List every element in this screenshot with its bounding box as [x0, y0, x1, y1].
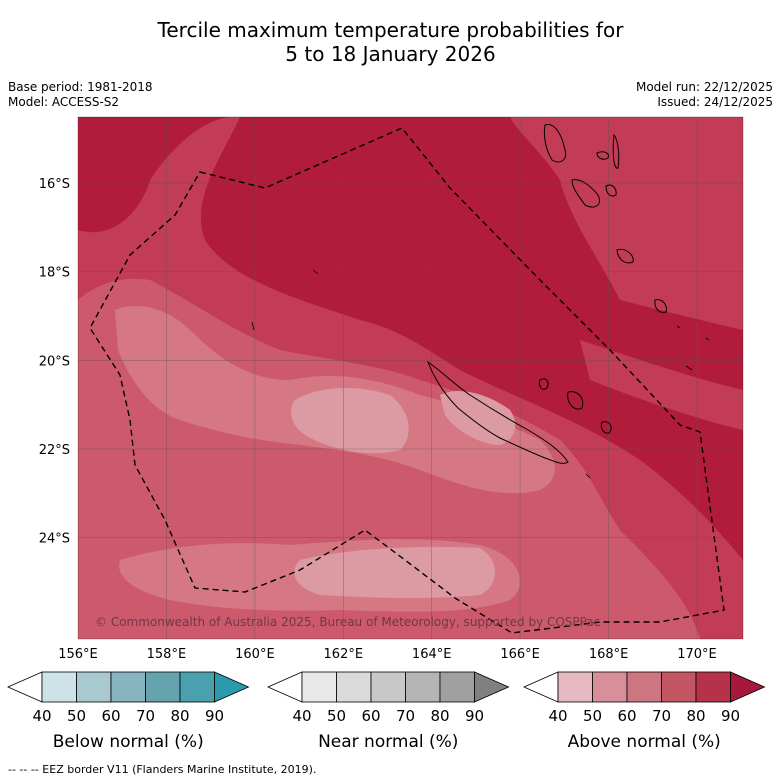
page-title: Tercile maximum temperature probabilitie… [0, 18, 781, 66]
colorbar-title: Near normal (%) [318, 732, 458, 752]
base-period: Base period: 1981-2018 [8, 80, 153, 94]
prob-field-70-e [580, 340, 743, 430]
colorbar-cell [626, 671, 662, 703]
colorbar-cell [145, 671, 181, 703]
model-run: Model run: 22/12/2025 [635, 80, 773, 94]
colorbar-cell [179, 671, 215, 703]
colorbar-title: Above normal (%) [568, 732, 721, 752]
colorbar-tick-label: 70 [396, 707, 415, 725]
map-panel: © Commonwealth of Australia 2025, Bureau… [78, 117, 743, 639]
lat-tick-16: 16°S [39, 177, 70, 192]
lon-tick-160: 160°E [235, 647, 275, 662]
colorbar-extend-high [730, 671, 766, 703]
eez-footer-note: -- -- -- EEZ border V11 (Flanders Marine… [8, 763, 317, 776]
lon-tick-166: 166°E [500, 647, 540, 662]
colorbar-cell [41, 671, 77, 703]
map-frame [77, 116, 744, 640]
lon-tick-labels: 156°E 158°E 160°E 162°E 164°E 166°E 168°… [58, 647, 717, 662]
prob-field-40-ne [440, 390, 516, 445]
colorbar-cell [405, 671, 441, 703]
colorbar-tick-label: 90 [465, 707, 484, 725]
colorbar-tick-label: 40 [292, 707, 311, 725]
prob-field-70-ne [510, 117, 743, 330]
title-line-1: Tercile maximum temperature probabilitie… [157, 18, 624, 42]
lat-tick-18: 18°S [39, 266, 70, 281]
colorbar-extend-high [214, 671, 250, 703]
colorbar-tick-label: 40 [548, 707, 567, 725]
small-islets [251, 269, 710, 479]
lon-tick-168: 168°E [589, 647, 629, 662]
title-line-2: 5 to 18 January 2026 [285, 42, 496, 66]
colorbar-title: Below normal (%) [53, 732, 204, 752]
loyalty-islands [539, 378, 612, 434]
colorbar-tick-label: 40 [32, 707, 51, 725]
colorbar-tick-label: 50 [583, 707, 602, 725]
lat-tick-24: 24°S [39, 532, 70, 547]
new-caledonia-island [426, 360, 569, 464]
lon-tick-162: 162°E [324, 647, 364, 662]
gridlines [78, 117, 743, 639]
colorbar-tick-label: 70 [136, 707, 155, 725]
colorbar-cell [439, 671, 475, 703]
colorbar-cell [661, 671, 697, 703]
vanuatu-islands [543, 124, 667, 313]
colorbar-cell [592, 671, 628, 703]
colorbar-cell [695, 671, 731, 703]
colorbar-near: 40 50 60 70 80 90 Near normal (%) [267, 671, 510, 752]
copyright-text: © Commonwealth of Australia 2025, Bureau… [95, 615, 600, 629]
colorbar-extend-high [474, 671, 510, 703]
colorbar-tick-label: 80 [430, 707, 449, 725]
colorbar-tick-label: 50 [67, 707, 86, 725]
colorbar-tick-label: 50 [327, 707, 346, 725]
lon-tick-164: 164°E [412, 647, 452, 662]
colorbar-tick-label: 60 [617, 707, 636, 725]
lat-tick-20: 20°S [39, 354, 70, 369]
lon-tick-170: 170°E [677, 647, 717, 662]
colorbar-cell [370, 671, 406, 703]
colorbar-tick-label: 90 [205, 707, 224, 725]
lat-tick-22: 22°S [39, 443, 70, 458]
colorbar-cell [76, 671, 112, 703]
colorbar-extend-low [523, 671, 559, 703]
colorbar-tick-label: 80 [686, 707, 705, 725]
meta-right: Model run: 22/12/2025 Issued: 24/12/2025 [636, 80, 773, 110]
colorbar-tick-label: 60 [101, 707, 120, 725]
prob-field-40-s [294, 546, 495, 599]
eez-border [89, 127, 725, 634]
colorbar-cell [110, 671, 146, 703]
colorbar-tick-label: 70 [652, 707, 671, 725]
prob-field-40 [291, 388, 409, 454]
colorbar-tick-label: 60 [361, 707, 380, 725]
meta-left: Base period: 1981-2018 Model: ACCESS-S2 [8, 80, 153, 110]
lat-tick-labels: 16°S 18°S 20°S 22°S 24°S [39, 177, 70, 547]
lon-tick-158: 158°E [147, 647, 187, 662]
colorbar-cell [336, 671, 372, 703]
model-name: Model: ACCESS-S2 [8, 95, 120, 109]
colorbar-tick-label: 90 [721, 707, 740, 725]
colorbar-extend-low [267, 671, 303, 703]
colorbar-extend-low [7, 671, 43, 703]
colorbar-tick-label: 80 [170, 707, 189, 725]
colorbar-cell [301, 671, 337, 703]
colorbar-cell [557, 671, 593, 703]
issued-date: Issued: 24/12/2025 [657, 95, 773, 109]
lon-tick-156: 156°E [58, 647, 98, 662]
